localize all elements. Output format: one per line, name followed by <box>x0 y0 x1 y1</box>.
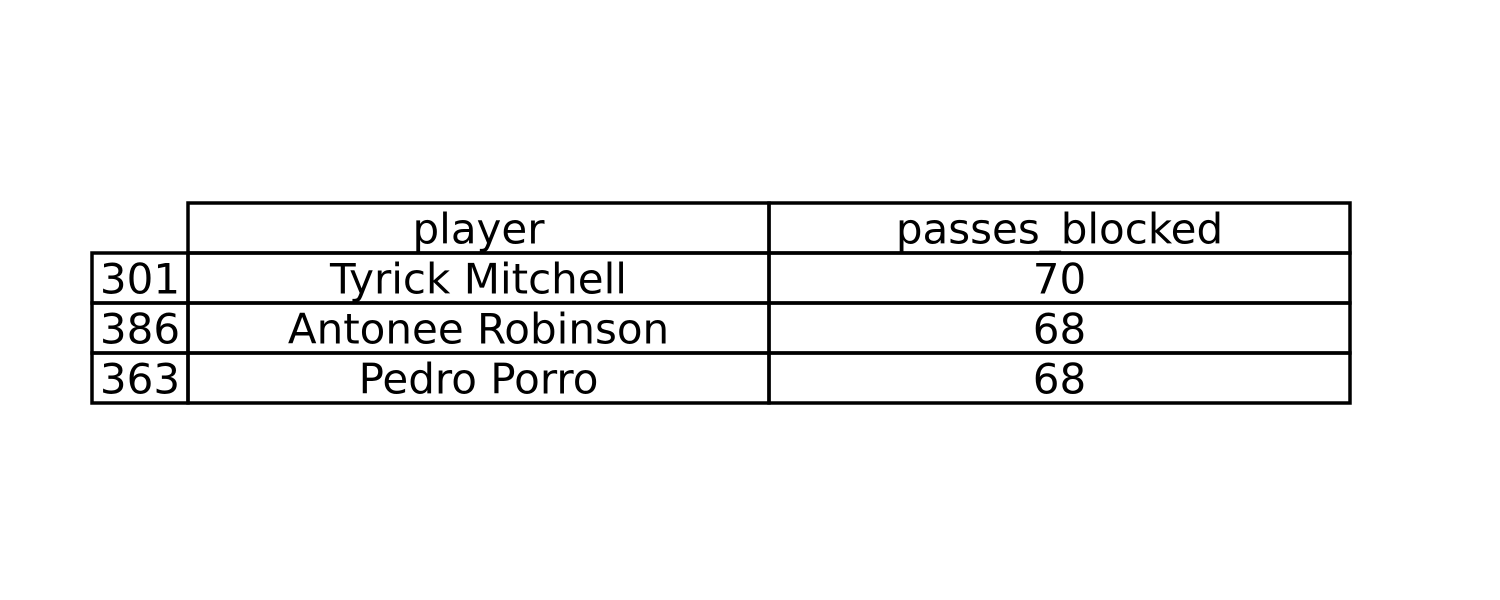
column-header: player <box>412 205 545 254</box>
table-cell-passes-blocked <box>767 351 1352 405</box>
row-index-label: 386 <box>100 305 180 354</box>
table-cell-value: Tyrick Mitchell <box>329 255 627 304</box>
row-index-label: 301 <box>100 255 180 304</box>
table-cell-value: 68 <box>1033 305 1086 354</box>
table-cell-value: 68 <box>1033 355 1086 404</box>
row-index-label: 363 <box>100 355 180 404</box>
column-header: passes_blocked <box>896 205 1223 254</box>
table-cell-value: Pedro Porro <box>359 355 599 404</box>
table-cell-value: 70 <box>1033 255 1086 304</box>
table-cell-value: Antonee Robinson <box>288 305 669 354</box>
